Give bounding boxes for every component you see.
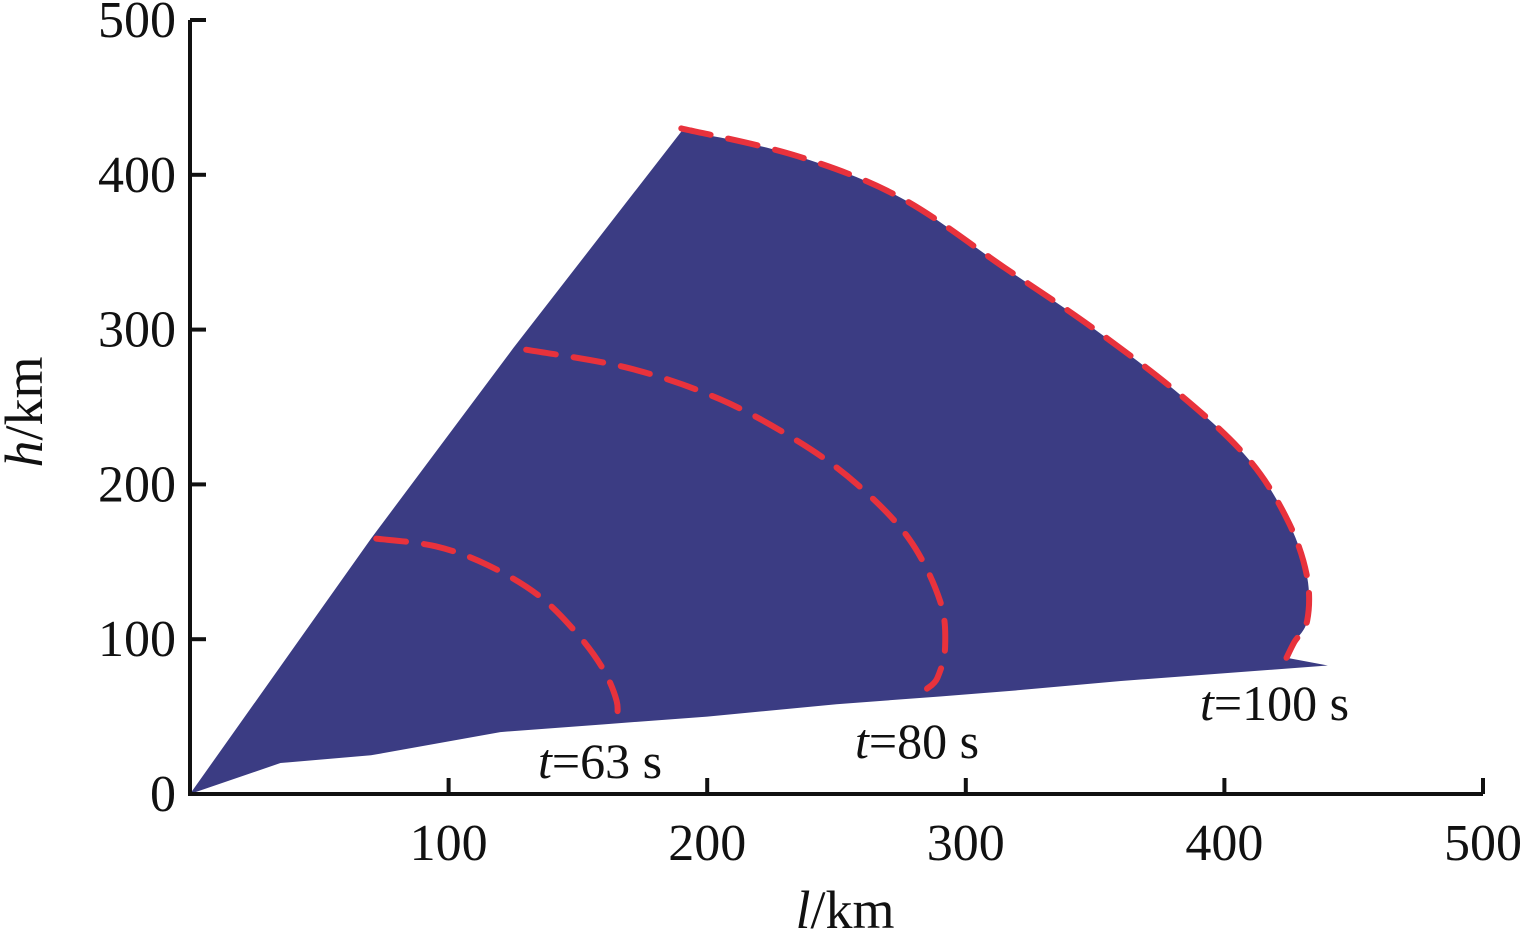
x-tick-label: 200 <box>668 815 746 872</box>
series-label-var: t <box>1200 675 1215 731</box>
x-axis-var: l <box>795 880 810 935</box>
y-tick-label: 200 <box>98 456 176 513</box>
series-label-value: =63 s <box>552 733 662 789</box>
x-axis-unit: /km <box>811 880 895 935</box>
series-label-value: =100 s <box>1214 675 1349 731</box>
y-tick-label: 400 <box>98 147 176 204</box>
x-axis-title: l/km <box>795 880 894 935</box>
series-label-var: t <box>855 713 870 769</box>
series-label-t63: t=63 s <box>538 733 662 789</box>
x-tick-label: 500 <box>1444 815 1522 872</box>
y-axis-var: h <box>0 441 54 468</box>
reachable-region <box>190 131 1328 794</box>
axes <box>188 18 1485 796</box>
dashed-contour-0 <box>373 535 621 723</box>
series-label-t100: t=100 s <box>1200 675 1349 731</box>
y-axis-unit: /km <box>0 356 54 440</box>
y-tick-label: 0 <box>150 766 176 823</box>
y-tick-label: 100 <box>98 611 176 668</box>
x-tick-label: 100 <box>410 815 488 872</box>
x-tick-label: 300 <box>927 815 1005 872</box>
y-tick-label: 300 <box>98 302 176 359</box>
region-layer <box>190 131 1328 794</box>
series-label-var: t <box>538 733 553 789</box>
series-label-value: =80 s <box>869 713 979 769</box>
y-axis-title: h/km <box>0 356 54 467</box>
series-layer <box>373 125 1313 723</box>
dashed-contour-2 <box>678 125 1313 661</box>
series-label-t80: t=80 s <box>855 713 979 769</box>
tick-labels: 100 200 300 400 500 0 100 200 300 400 500 <box>98 0 1522 872</box>
x-tick-label: 400 <box>1185 815 1263 872</box>
y-tick-label: 500 <box>98 0 176 49</box>
